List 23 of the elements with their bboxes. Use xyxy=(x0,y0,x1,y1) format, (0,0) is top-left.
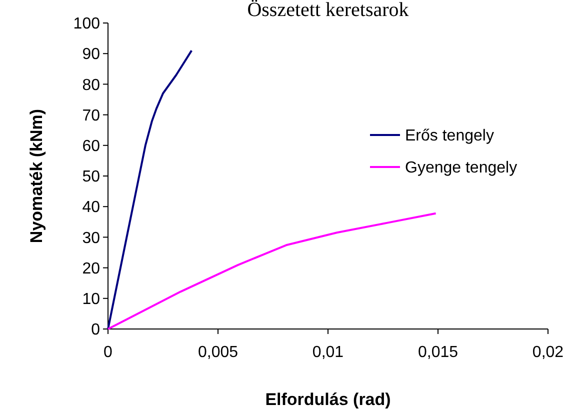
x-tick-label: 0,01 xyxy=(312,344,344,361)
y-tick-label: 100 xyxy=(73,16,100,33)
y-tick-label: 50 xyxy=(82,168,100,186)
legend-label: Gyenge tengely xyxy=(405,160,518,177)
x-tick-label: 0,02 xyxy=(532,344,564,361)
x-axis-title: Elfordulás (rad) xyxy=(265,390,391,409)
line-series xyxy=(107,50,193,330)
y-tick-label: 20 xyxy=(82,260,100,278)
x-tick-label: 0,015 xyxy=(418,344,458,361)
y-tick-label: 90 xyxy=(82,46,100,64)
x-tick-label: 0,005 xyxy=(198,344,238,361)
y-axis-title: Nyomaték (kNm) xyxy=(27,108,46,244)
y-tick-label: 0 xyxy=(91,322,100,339)
line-series xyxy=(107,212,437,330)
legend-label: Erős tengely xyxy=(405,128,494,145)
y-tick-label: 70 xyxy=(82,107,100,124)
y-tick-label: 60 xyxy=(82,138,100,155)
y-tick-label: 40 xyxy=(82,199,100,216)
y-tick-label: 10 xyxy=(82,291,100,308)
chart-title: Összetett keretsarok xyxy=(247,0,409,21)
y-tick-label: 80 xyxy=(82,76,100,94)
x-tick-label: 0 xyxy=(104,344,113,361)
y-tick-label: 30 xyxy=(82,230,100,247)
